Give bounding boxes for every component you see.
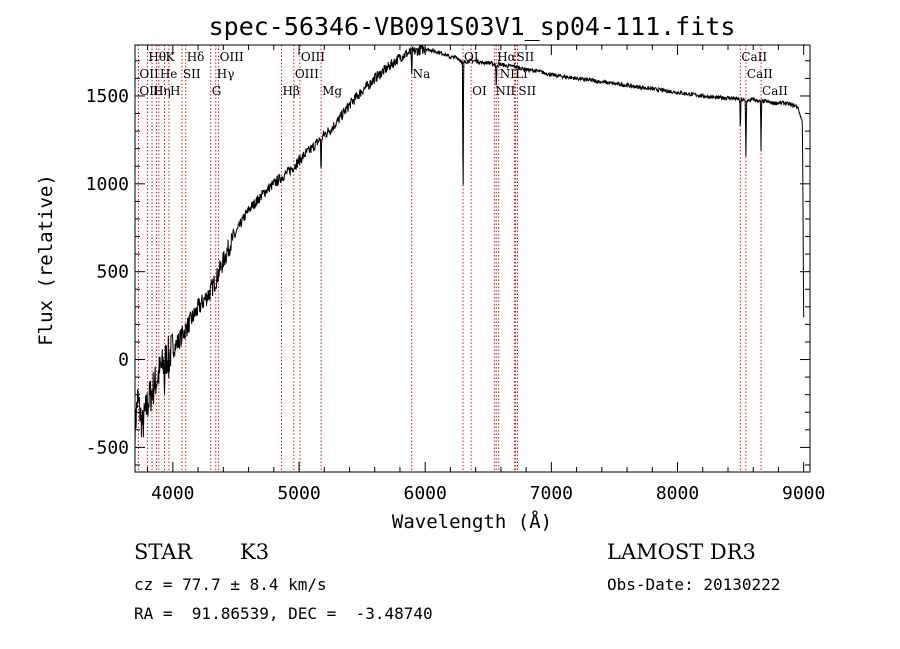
line-label: Hδ [187, 50, 205, 64]
line-label: CaII [747, 67, 773, 81]
line-label: Hα [497, 50, 516, 64]
line-label: OIII [295, 67, 319, 81]
line-label: G [212, 84, 222, 98]
line-markers [137, 45, 762, 472]
subclass: K3 [240, 540, 270, 564]
line-label: SII [183, 67, 201, 81]
object-class: STAR [134, 540, 193, 564]
x-axis-label: Wavelength (Å) [392, 510, 552, 533]
line-label: SII [517, 50, 535, 64]
obs-date: Obs-Date: 20130222 [607, 575, 781, 594]
line-label: OI [472, 84, 487, 98]
x-tick-label: 9000 [782, 483, 825, 504]
chart-title: spec-56346-VB091S03V1_sp04-111.fits [209, 12, 736, 41]
line-label: CaII [762, 84, 788, 98]
line-label: Hθ [148, 50, 166, 64]
line-label: Na [413, 67, 431, 81]
plot-frame [134, 44, 811, 473]
x-axis-ticks: 4000 5000 6000 7000 8000 9000 [147, 45, 825, 504]
line-label: Hγ [217, 67, 235, 81]
spectrum-line [134, 44, 805, 450]
line-label: CaII [741, 50, 767, 64]
y-axis-label: Flux (relative) [35, 174, 57, 346]
y-tick-label: 0 [118, 350, 129, 371]
survey-name: LAMOST DR3 [607, 540, 756, 564]
line-label: Mg [322, 84, 342, 98]
y-tick-label: 1000 [86, 174, 129, 195]
line-label: OIII [139, 84, 163, 98]
line-label: Hβ [282, 84, 299, 98]
line-label: K [166, 50, 176, 64]
y-tick-label: 1500 [86, 86, 129, 107]
coordinates: RA = 91.86539, DEC = -3.48740 [134, 604, 433, 623]
spectrum-trace [134, 44, 805, 450]
line-label: Li [515, 67, 527, 81]
x-tick-label: 8000 [656, 483, 699, 504]
redshift-cz: cz = 77.7 ± 8.4 km/s [134, 575, 327, 594]
y-tick-label: 500 [96, 262, 129, 283]
line-label: OIII [301, 50, 325, 64]
line-label: OIII [220, 50, 244, 64]
y-axis-ticks: -500 0 500 1000 1500 [86, 60, 810, 466]
y-tick-label: -500 [86, 437, 129, 458]
x-tick-label: 7000 [530, 483, 573, 504]
line-label: SII [518, 84, 536, 98]
line-label: NII [500, 67, 520, 81]
line-label: OII [139, 67, 159, 81]
line-label: NII [495, 84, 515, 98]
line-label: H [170, 84, 180, 98]
line-label: Hη [153, 84, 171, 98]
x-tick-label: 6000 [404, 483, 447, 504]
line-label: He [160, 67, 178, 81]
x-tick-label: 4000 [151, 483, 194, 504]
x-tick-label: 5000 [277, 483, 320, 504]
